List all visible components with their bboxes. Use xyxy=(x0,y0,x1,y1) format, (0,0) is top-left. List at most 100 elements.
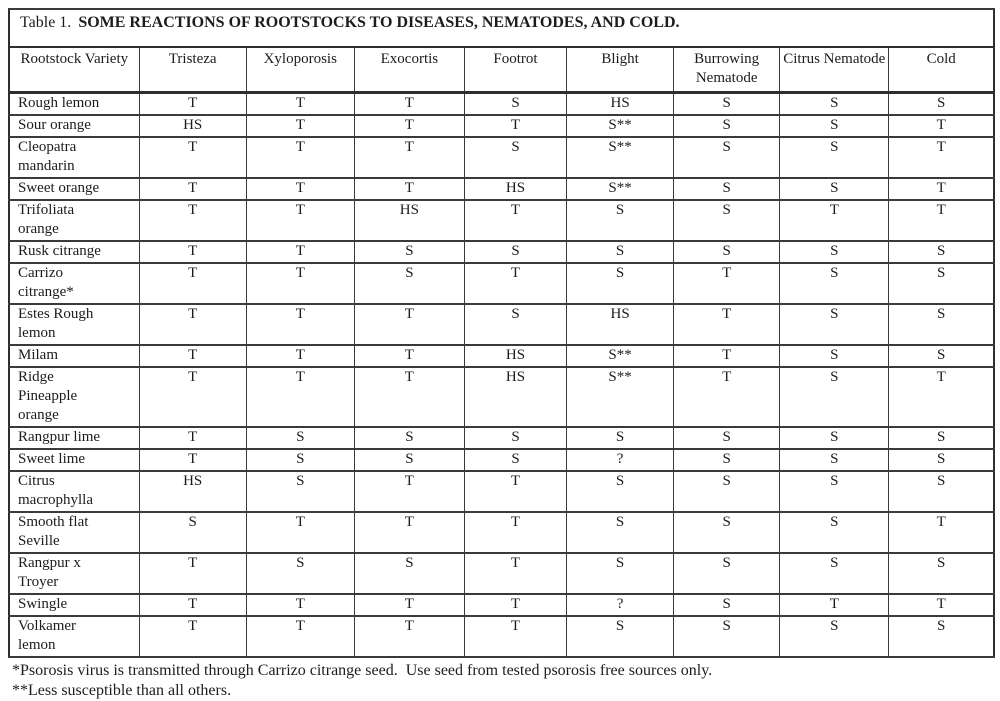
value-cell: T xyxy=(138,91,247,116)
value-cell: T xyxy=(138,366,247,428)
value-cell: T xyxy=(245,303,355,346)
value-cell: ? xyxy=(566,593,675,617)
value-cell: T xyxy=(353,366,465,428)
value-cell: S xyxy=(673,426,781,450)
value-cell: T xyxy=(353,303,465,346)
value-cell: S xyxy=(779,511,890,554)
value-cell: S xyxy=(673,470,781,513)
value-cell: S xyxy=(245,552,355,595)
value-cell: S xyxy=(566,240,675,264)
value-cell: S xyxy=(353,448,465,472)
value-cell: T xyxy=(463,615,568,658)
variety-cell: Sweet orange xyxy=(9,177,140,201)
column-header: Blight xyxy=(566,47,675,94)
table-row: Volkamer lemon T T T T S S S S xyxy=(9,615,994,658)
column-header: Burrowing Nematode xyxy=(673,47,781,94)
table-row: Citrus macrophylla HS S T T S S S S xyxy=(9,470,994,513)
value-cell: T xyxy=(463,511,568,554)
title-row: Table 1. SOME REACTIONS OF ROOTSTOCKS TO … xyxy=(9,8,994,48)
value-cell: S xyxy=(673,91,781,116)
value-cell: T xyxy=(353,470,465,513)
value-cell: S xyxy=(566,470,675,513)
table-row: Swingle T T T T? S T T xyxy=(9,593,994,617)
value-cell: HS xyxy=(566,303,675,346)
value-cell: T xyxy=(138,303,247,346)
value-cell: S xyxy=(779,552,890,595)
table-row: Trifoliata orange T T HS T S S T T xyxy=(9,199,994,242)
footnote-psorosis: *Psorosis virus is transmitted through C… xyxy=(12,662,713,679)
value-cell: T xyxy=(353,593,465,617)
variety-cell: Sour orange xyxy=(9,114,140,138)
reactions-table: Table 1. SOME REACTIONS OF ROOTSTOCKS TO … xyxy=(8,8,995,658)
column-header: Tristeza xyxy=(138,47,247,94)
value-cell: S xyxy=(888,470,994,513)
value-cell: T xyxy=(138,615,247,658)
value-cell: S xyxy=(779,177,890,201)
table-row: Carrizo citrange* T T S T S T S S xyxy=(9,262,994,305)
column-header: Exocortis xyxy=(353,47,465,94)
value-cell: S xyxy=(673,448,781,472)
value-cell: T xyxy=(245,511,355,554)
value-cell: S** xyxy=(566,177,675,201)
value-cell: S xyxy=(888,240,994,264)
value-cell: S xyxy=(779,470,890,513)
variety-cell: Carrizo citrange* xyxy=(9,262,140,305)
value-cell: S xyxy=(888,426,994,450)
value-cell: T xyxy=(353,114,465,138)
value-cell: HS xyxy=(138,470,247,513)
table-row: Smooth flat Seville S T T T S S S T xyxy=(9,511,994,554)
variety-cell: Rangpur lime xyxy=(9,426,140,450)
variety-cell: Trifoliata orange xyxy=(9,199,140,242)
table-title: Table 1. SOME REACTIONS OF ROOTSTOCKS TO … xyxy=(9,8,994,48)
value-cell: S xyxy=(566,552,675,595)
value-cell: S xyxy=(463,136,568,179)
value-cell: T xyxy=(138,552,247,595)
value-cell: S xyxy=(673,177,781,201)
value-cell: S xyxy=(673,240,781,264)
table-row: Rusk citrange T T S S S S S S xyxy=(9,240,994,264)
variety-cell: Milam xyxy=(9,344,140,368)
variety-cell: Sweet lime xyxy=(9,448,140,472)
value-cell: S xyxy=(245,426,355,450)
table-body: Rough lemon T T T S HS S S S Sour orange HS T T T S** S… xyxy=(9,91,994,658)
value-cell: T xyxy=(888,199,994,242)
value-cell: T xyxy=(138,177,247,201)
value-cell: T xyxy=(138,262,247,305)
value-cell: S xyxy=(779,240,890,264)
value-cell: T xyxy=(779,199,890,242)
value-cell: S xyxy=(673,615,781,658)
variety-cell: Estes Rough lemon xyxy=(9,303,140,346)
value-cell: T xyxy=(245,177,355,201)
value-cell: T xyxy=(245,136,355,179)
variety-cell: Rusk citrange xyxy=(9,240,140,264)
value-cell: T xyxy=(138,344,247,368)
value-cell: HS xyxy=(463,366,568,428)
value-cell: S xyxy=(566,199,675,242)
value-cell: T xyxy=(138,593,247,617)
value-cell: T xyxy=(673,344,781,368)
value-cell: T xyxy=(673,366,781,428)
value-cell: T xyxy=(245,615,355,658)
value-cell: S xyxy=(566,426,675,450)
value-cell: T xyxy=(888,177,994,201)
variety-cell: Rangpur x Troyer xyxy=(9,552,140,595)
value-cell: S xyxy=(888,615,994,658)
value-cell: S** xyxy=(566,366,675,428)
value-cell: S xyxy=(888,91,994,116)
variety-cell: Volkamer lemon xyxy=(9,615,140,658)
value-cell: S xyxy=(779,366,890,428)
value-cell: S xyxy=(779,448,890,472)
value-cell: S xyxy=(566,511,675,554)
value-cell: S xyxy=(779,114,890,138)
value-cell: S xyxy=(353,262,465,305)
column-header-rootstock-variety: Rootstock Variety xyxy=(9,47,140,94)
table-row: Cleopatra mandarin T T T S S** S S T xyxy=(9,136,994,179)
value-cell: HS xyxy=(353,199,465,242)
value-cell: T xyxy=(463,114,568,138)
value-cell: S xyxy=(353,426,465,450)
value-cell: S xyxy=(673,136,781,179)
value-cell: S xyxy=(353,240,465,264)
value-cell: T xyxy=(463,552,568,595)
value-cell: T xyxy=(353,615,465,658)
table-title-text: SOME REACTIONS OF ROOTSTOCKS TO DISEASES… xyxy=(78,14,680,31)
